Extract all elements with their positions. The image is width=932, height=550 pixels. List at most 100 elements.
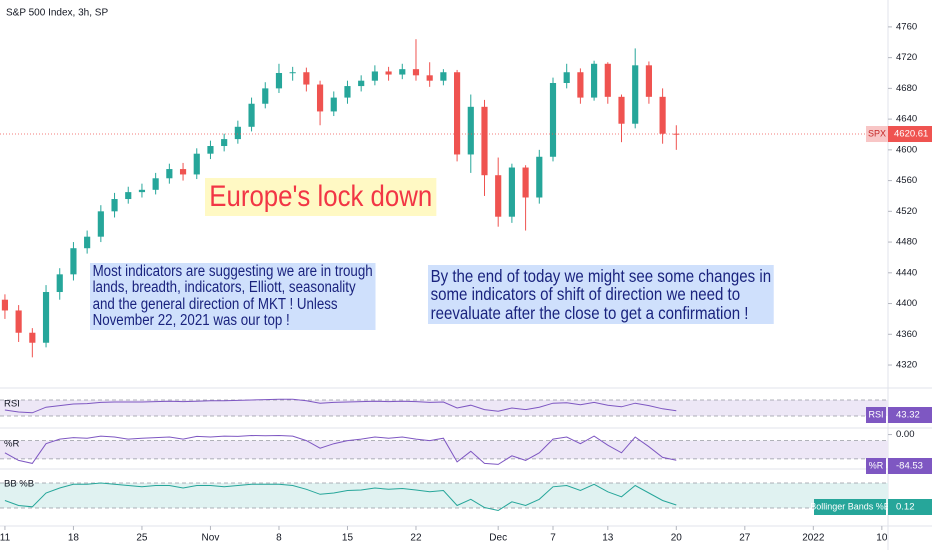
candle-body [467, 106, 474, 155]
pane-label: %R [4, 439, 19, 450]
annotation: By the end of today we might see some ch… [428, 265, 774, 325]
y-tick-label: 4360 [896, 329, 917, 340]
candle-body [673, 133, 680, 135]
annotation-line: reevaluate after the close to get a conf… [430, 302, 749, 323]
candle-body [125, 192, 132, 200]
indicator-name: RSI [868, 409, 883, 419]
symbol-badge [866, 126, 888, 143]
candle-body [179, 169, 187, 175]
indicator-value-badge [888, 407, 932, 423]
indicator-line [4, 434, 677, 465]
candle-body [591, 63, 598, 98]
indicator-name: Bollinger Bands %B [810, 501, 890, 511]
x-tick-label: 8 [276, 533, 282, 544]
y-tick-label: 4640 [896, 114, 917, 125]
x-tick-label: 22 [410, 533, 422, 544]
x-tick-label: 15 [342, 533, 354, 544]
x-tick-label: 18 [68, 533, 80, 544]
candle-body [618, 96, 625, 124]
x-tick-label: Nov [202, 533, 220, 544]
annotation-line: lands, breadth, indicators, Elliott, sea… [92, 279, 356, 297]
candle-body [454, 72, 461, 155]
candle-body [645, 65, 652, 97]
candle-body [371, 71, 378, 81]
indicator-line [4, 482, 677, 512]
y-tick-label: 4680 [896, 83, 917, 94]
annotation: Europe's lock down [205, 178, 437, 216]
candle-body [1, 299, 9, 311]
x-tick-label: 11 [0, 533, 11, 544]
x-tick-label: 2022 [802, 533, 825, 544]
candle-body [15, 310, 22, 333]
x-tick-label: 13 [602, 533, 614, 544]
candle-body [399, 69, 406, 75]
candle-body [536, 156, 543, 198]
candle-body [234, 126, 241, 140]
chart-title: S&P 500 Index, 3h, SP [6, 8, 108, 19]
candle-body [29, 332, 36, 343]
candle-body [426, 75, 433, 81]
x-tick-label: Dec [489, 533, 507, 544]
y-tick-label: 4400 [896, 298, 917, 309]
candle-body [508, 167, 515, 217]
indicator-name: %R [869, 460, 884, 470]
indicator-name-badge [866, 407, 886, 423]
candle-body [207, 146, 214, 154]
candle-body [412, 69, 420, 76]
candle-body [316, 84, 324, 112]
candle-body [193, 153, 200, 175]
indicator-line [4, 398, 677, 414]
candle-body [563, 72, 570, 83]
candle-body [97, 211, 104, 237]
pane-label: BB %B [4, 479, 34, 490]
candle-body [522, 167, 529, 198]
candle-body [632, 65, 639, 124]
indicator-value-badge [888, 458, 932, 474]
candle-body [604, 63, 611, 97]
candle-body [385, 71, 392, 75]
y-tick-label: 4440 [896, 267, 917, 278]
price-badge [888, 126, 932, 143]
indicator-value: -84.53 [896, 461, 923, 472]
candle-body [166, 169, 173, 179]
candle-body [111, 199, 118, 212]
candle-body [262, 88, 269, 104]
band-fill [0, 400, 888, 416]
x-tick-label: 25 [136, 533, 148, 544]
band-fill [0, 440, 888, 459]
indicator-value-badge [888, 499, 932, 515]
annotation-line: some indicators of shift of direction we… [430, 284, 741, 305]
candle-body [84, 236, 91, 249]
candle-body [42, 292, 50, 343]
indicator-name-badge [814, 499, 886, 515]
y-tick-label: 4480 [896, 237, 917, 248]
y-tick-label: 4520 [896, 206, 917, 217]
annotation-line: November 22, 2021 was our top ! [92, 311, 290, 329]
indicator-value: 0.12 [896, 502, 915, 513]
candle-body [440, 72, 447, 81]
y-tick-label: 4600 [896, 144, 917, 155]
y-tick-label: 4320 [896, 360, 917, 371]
indicator-value: 43.32 [896, 410, 920, 421]
y-tick-label: 4720 [896, 52, 917, 63]
candle-body [221, 139, 228, 147]
x-tick-label: 27 [739, 533, 751, 544]
price-label: 4620.61 [894, 129, 928, 140]
candle-body [549, 82, 557, 157]
y-tick-label: 4760 [896, 21, 917, 32]
x-tick-label: 20 [671, 533, 683, 544]
candle-body [303, 72, 310, 85]
annotation: Most indicators are suggesting we are in… [90, 263, 376, 331]
candle-body [344, 86, 351, 98]
indicator-name-badge [866, 458, 886, 474]
candle-body [495, 175, 502, 217]
pane-label: RSI [4, 399, 20, 410]
annotation-line: Most indicators are suggesting we are in… [92, 263, 373, 280]
candle-body [358, 80, 365, 87]
candle-body [56, 274, 63, 293]
candle-body [248, 103, 255, 127]
annotation-line: Europe's lock down [209, 180, 433, 213]
candle-body [275, 73, 283, 89]
